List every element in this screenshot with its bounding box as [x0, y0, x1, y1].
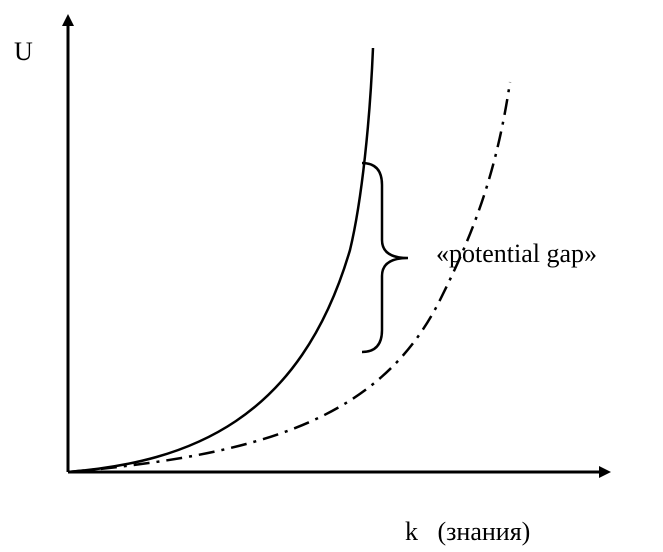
gap-label: «potential gap» [436, 239, 597, 268]
x-axis-label: k (знания) [405, 517, 530, 546]
dash-dot-curve [67, 81, 512, 474]
solid-curve [67, 47, 375, 474]
curly-brace [361, 161, 409, 354]
y-axis-label: U [14, 37, 33, 66]
